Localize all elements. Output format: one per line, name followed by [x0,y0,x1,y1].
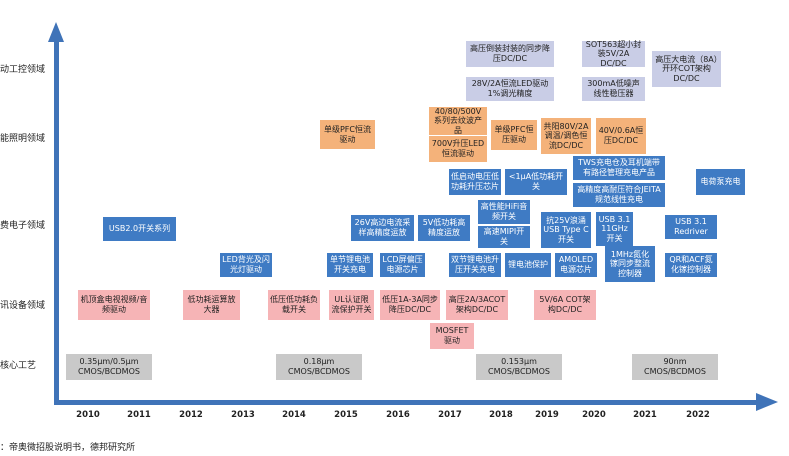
year-label: 2010 [76,410,100,420]
product-box: 高压2A/3ACOT架构DC/DC [446,290,508,320]
product-box: USB 3.1 11GHz开关 [596,212,633,246]
product-box: 高精度高耐压符合JEITA规范线性充电 [573,183,665,207]
product-box: QR和ACF氮化镓控制器 [665,253,717,277]
year-label: 2015 [334,410,358,420]
product-box: 28V/2A恒流LED驱动1%调光精度 [466,77,554,101]
year-label: 2012 [179,410,203,420]
product-box: 抗25V浪涌USB Type C开关 [541,212,591,248]
product-box: 低启动电压低功耗升压芯片 [449,169,501,195]
product-box: 共阳80V/2A调温/调色恒流DC/DC [541,118,591,154]
product-box: MOSFET驱动 [430,323,474,349]
product-box: 300mA低噪声线性稳压器 [582,77,645,101]
product-box: 低压低功耗负载开关 [268,290,320,320]
year-label: 2020 [582,410,606,420]
process-box: 0.18μm CMOS/BCDMOS [276,354,362,380]
year-label: 2011 [127,410,151,420]
product-box: UL认证限流保护开关 [329,290,374,320]
year-label: 2022 [686,410,710,420]
product-box: 电荷泵充电 [696,169,745,195]
y-axis [54,40,59,405]
product-box: 低压1A-3A同步降压DC/DC [380,290,440,320]
product-box: USB 3.1 Redriver [665,215,717,239]
product-box: TWS充电仓及耳机端带有路径管理充电产品 [573,156,665,180]
product-box: USB2.0开关系列 [103,217,176,241]
product-box: 700V升压LED恒流驱动 [429,136,487,162]
process-box: 90nm CMOS/BCDMOS [632,354,718,380]
product-box: 锂电池保护 [505,253,551,277]
product-box: 40/80/500V系列去纹波产品 [429,107,487,135]
source-footnote: ：帝奥微招股说明书，德邦研究所 [0,443,136,453]
process-box: 0.35μm/0.5μm CMOS/BCDMOS [66,354,152,380]
y-label-core-process: 核心工艺 [0,361,37,371]
product-box: 5V/6A COT架构DC/DC [534,290,596,320]
y-label-consumer: 费电子领域 [0,221,46,231]
product-box: <1μA低功耗开关 [505,169,567,195]
product-box: 双节锂电池升压开关充电 [449,253,501,277]
year-label: 2017 [438,410,462,420]
product-box: 高性能HiFi音频开关 [478,200,530,224]
product-box: LCD屏偏压电源芯片 [380,253,425,277]
year-label: 2018 [489,410,513,420]
product-box: 低功耗运算放大器 [183,290,240,320]
product-box: 1MHz氮化镓同步整流控制器 [605,246,655,282]
product-box: 高压倒装封装的同步降压DC/DC [466,41,554,67]
product-box: 单级PFC恒流驱动 [320,120,375,149]
year-label: 2014 [282,410,306,420]
product-box: 5V低功耗高精度运放 [418,215,470,241]
year-label: 2016 [386,410,410,420]
product-box: AMOLED电源芯片 [555,253,597,277]
product-box: 单节锂电池开关充电 [327,253,373,277]
y-label-industrial: 动工控领域 [0,65,46,75]
product-box: 高速MIPI开关 [478,226,530,248]
x-axis-arrowhead [756,393,778,411]
year-label: 2013 [231,410,255,420]
y-label-communication: 讯设备领域 [0,301,46,311]
product-box: 40V/0.6A恒压DC/DC [596,118,646,154]
y-axis-arrowhead [48,22,64,42]
y-label-lighting: 能照明领域 [0,134,46,144]
x-axis [54,400,759,405]
product-box: 机顶盒电视视频/音频驱动 [78,290,150,320]
product-box: 26V高边电流采样高精度运放 [351,215,414,241]
product-box: 高压大电流（8A）开环COT架构DC/DC [652,51,721,87]
year-label: 2021 [633,410,657,420]
product-box: 单级PFC恒压驱动 [491,120,537,150]
year-label: 2019 [535,410,559,420]
process-box: 0.153μm CMOS/BCDMOS [476,354,562,380]
product-box: SOT563超小封装5V/2A DC/DC [582,40,645,68]
product-box: LED背光及闪光灯驱动 [220,253,272,277]
